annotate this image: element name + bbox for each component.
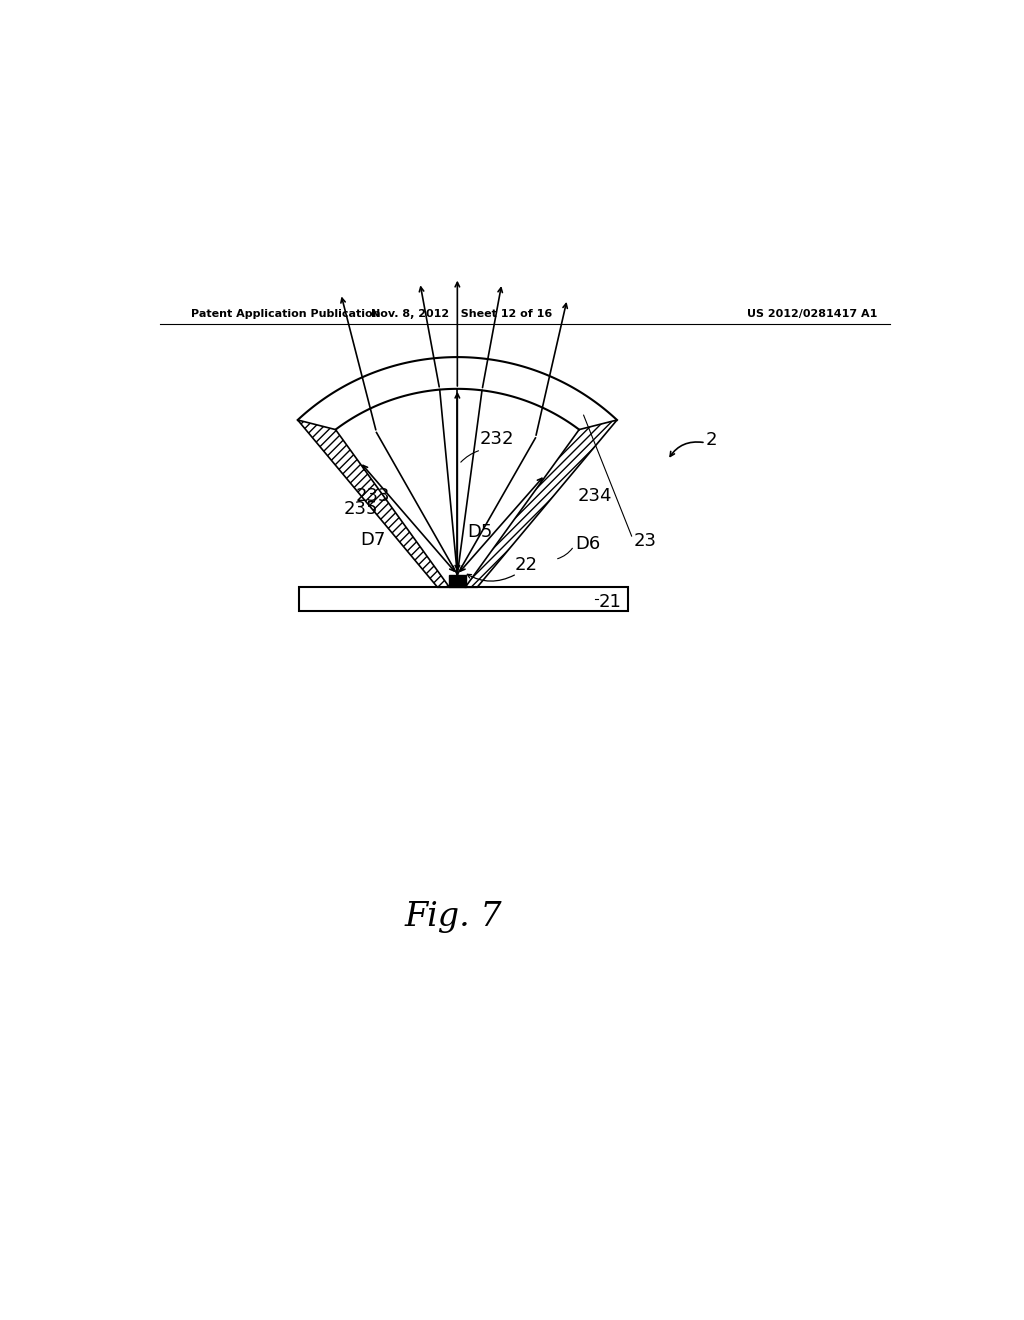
Text: D5: D5 bbox=[468, 523, 493, 541]
Polygon shape bbox=[298, 420, 450, 587]
Text: D6: D6 bbox=[574, 535, 600, 553]
Text: US 2012/0281417 A1: US 2012/0281417 A1 bbox=[748, 309, 878, 319]
Text: D7: D7 bbox=[360, 532, 386, 549]
Text: Nov. 8, 2012   Sheet 12 of 16: Nov. 8, 2012 Sheet 12 of 16 bbox=[371, 309, 552, 319]
Text: 22: 22 bbox=[514, 556, 538, 574]
Bar bbox=[299, 587, 628, 611]
Text: 23: 23 bbox=[634, 532, 656, 550]
Polygon shape bbox=[465, 420, 617, 587]
Text: 233: 233 bbox=[355, 487, 390, 506]
Text: 2: 2 bbox=[706, 432, 717, 449]
Text: 21: 21 bbox=[599, 593, 622, 611]
Text: 234: 234 bbox=[578, 487, 612, 506]
Text: Patent Application Publication: Patent Application Publication bbox=[191, 309, 381, 319]
Text: 232: 232 bbox=[479, 430, 514, 449]
Bar bbox=[449, 574, 466, 587]
Text: Fig. 7: Fig. 7 bbox=[404, 900, 502, 933]
Text: 235: 235 bbox=[344, 500, 378, 519]
